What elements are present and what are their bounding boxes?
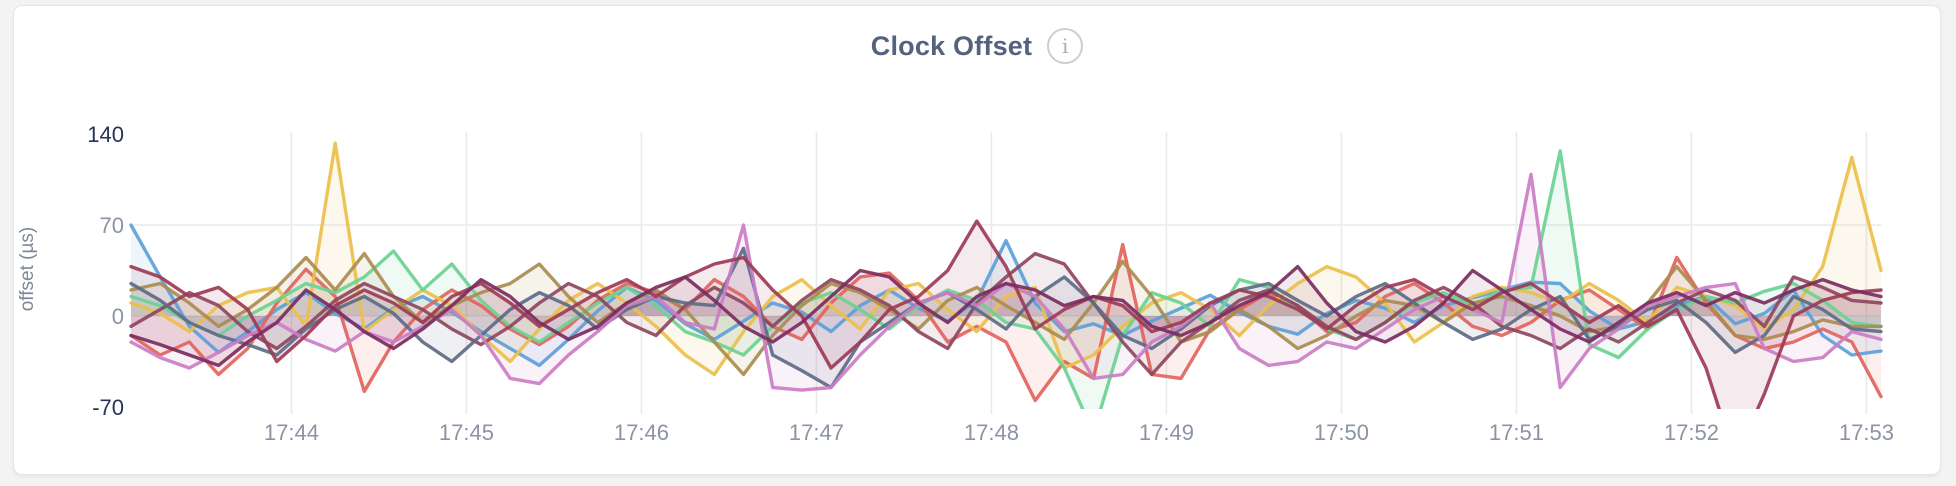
y-tick-label: 70 [100, 213, 124, 238]
x-tick-label: 17:49 [1139, 420, 1194, 445]
x-tick-label: 17:51 [1489, 420, 1544, 445]
series-8-orchid-area [131, 174, 1881, 391]
chart-header: Clock Offset i [14, 28, 1940, 64]
info-icon[interactable]: i [1047, 28, 1084, 64]
series-5-bronze-area [131, 253, 1881, 375]
chart-title: Clock Offset [870, 30, 1033, 61]
series-7-slate-line [129, 246, 1883, 390]
series-6-maroon-line [129, 251, 1883, 377]
series-9-burgundy-area [131, 221, 1881, 409]
series-4-mint-line [129, 149, 1883, 409]
series-3-gold-area [131, 143, 1881, 375]
series-lines [129, 141, 1883, 409]
chart-card: Clock Offset i offset (µs) 140 70 0 -70 17:4… [13, 5, 1941, 475]
x-tick-label: 17:53 [1839, 420, 1894, 445]
y-axis-tick-labels: 140 70 0 -70 [87, 122, 124, 420]
x-tick-label: 17:47 [789, 420, 844, 445]
y-tick-label: -70 [92, 395, 124, 420]
y-tick-label: 140 [87, 122, 124, 147]
series-1-blue-line [129, 223, 1883, 368]
series-7-slate-area [131, 248, 1881, 388]
y-tick-label: 0 [112, 304, 124, 329]
x-tick-label: 17:45 [439, 420, 494, 445]
series-10-plum-area [131, 266, 1881, 366]
x-tick-label: 17:50 [1314, 420, 1369, 445]
x-tick-label: 17:44 [264, 420, 319, 445]
series-10-plum-line [129, 264, 1883, 368]
x-axis-tick-labels: 17:44 17:45 17:46 17:47 17:48 17:49 17:50 17:51… [264, 420, 1894, 445]
horizontal-gridlines [131, 224, 1881, 317]
series-9-burgundy-line [129, 219, 1883, 409]
x-tick-label: 17:52 [1664, 420, 1719, 445]
x-tick-label: 17:48 [964, 420, 1019, 445]
x-tick-label: 17:46 [614, 420, 669, 445]
